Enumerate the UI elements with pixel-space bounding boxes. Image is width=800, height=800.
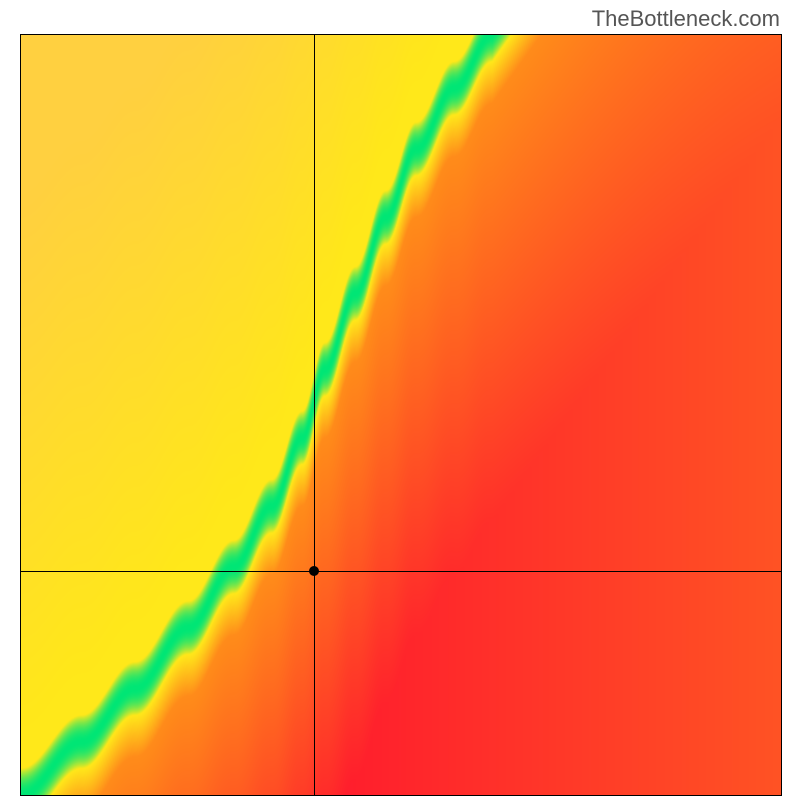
selection-marker: [309, 566, 319, 576]
chart-container: TheBottleneck.com: [0, 0, 800, 800]
crosshair-horizontal: [21, 571, 781, 572]
heatmap-canvas: [21, 35, 781, 795]
crosshair-vertical: [314, 35, 315, 795]
watermark-text: TheBottleneck.com: [592, 6, 780, 32]
heatmap-plot: [20, 34, 782, 796]
